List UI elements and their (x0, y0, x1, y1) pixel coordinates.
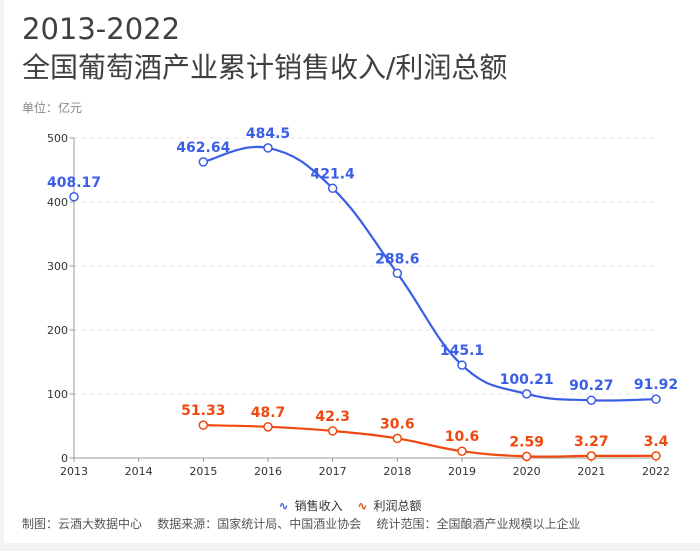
x-tick-label: 2017 (319, 465, 347, 478)
x-tick-label: 2016 (254, 465, 282, 478)
data-point (327, 183, 338, 194)
data-label: 484.5 (246, 126, 290, 142)
data-label: 30.6 (380, 416, 415, 432)
data-label: 100.21 (500, 372, 554, 388)
data-label: 408.17 (47, 175, 101, 191)
data-label: 288.6 (375, 251, 419, 267)
legend: ∿ 销售收入 ∿ 利润总额 (0, 497, 700, 514)
series-line-1 (203, 424, 657, 458)
chart-title: 全国葡萄酒产业累计销售收入/利润总额 (22, 51, 508, 84)
data-point (586, 395, 597, 405)
data-point (263, 143, 273, 153)
data-point (69, 192, 79, 202)
y-tick-label: 400 (47, 196, 68, 209)
data-point (651, 451, 661, 461)
data-point (327, 426, 338, 436)
y-tick-label: 0 (61, 452, 68, 465)
x-tick-label: 2013 (60, 465, 88, 478)
data-label: 2.59 (509, 434, 544, 450)
y-tick-label: 200 (47, 324, 68, 337)
x-tick-label: 2020 (513, 465, 541, 478)
data-label: 145.1 (440, 343, 484, 359)
chart-panel (4, 0, 700, 543)
y-tick-label: 300 (47, 260, 68, 273)
data-label: 90.27 (569, 378, 613, 394)
x-tick-label: 2019 (448, 465, 476, 478)
data-point (586, 451, 597, 461)
data-point (521, 389, 532, 399)
data-label: 3.27 (574, 434, 609, 450)
data-label: 421.4 (311, 166, 356, 182)
data-label: 10.6 (445, 429, 480, 445)
chart-title-years: 2013-2022 (22, 12, 181, 46)
x-tick-label: 2014 (125, 465, 153, 478)
data-label: 91.92 (634, 377, 678, 393)
data-point (198, 420, 209, 430)
data-point (392, 433, 403, 444)
x-tick-label: 2018 (383, 465, 411, 478)
legend-profit-label[interactable]: 利润总额 (373, 499, 422, 513)
data-point (651, 394, 661, 404)
x-tick-label: 2015 (189, 465, 217, 478)
data-label: 462.64 (176, 140, 230, 156)
legend-sales-icon: ∿ (278, 499, 289, 513)
footer-source: 制图：云酒大数据中心 数据来源：国家统计局、中国酒业协会 统计范围：全国酿酒产业… (22, 517, 581, 531)
legend-sales-label[interactable]: 销售收入 (294, 499, 343, 513)
legend-profit-icon: ∿ (357, 499, 368, 513)
series-line-0 (203, 145, 657, 402)
data-label: 51.33 (181, 403, 225, 419)
x-tick-label: 2021 (577, 465, 605, 478)
data-point (521, 451, 532, 462)
data-point (457, 360, 467, 370)
data-point (392, 268, 403, 279)
data-label: 48.7 (251, 405, 286, 421)
x-tick-label: 2022 (642, 465, 670, 478)
data-label: 42.3 (315, 409, 350, 425)
data-point (263, 422, 273, 432)
y-tick-label: 100 (47, 388, 68, 401)
data-label: 3.4 (644, 434, 669, 450)
y-tick-label: 500 (47, 132, 68, 145)
unit-label: 单位：亿元 (22, 101, 83, 115)
data-point (457, 446, 467, 456)
data-point (198, 157, 209, 167)
